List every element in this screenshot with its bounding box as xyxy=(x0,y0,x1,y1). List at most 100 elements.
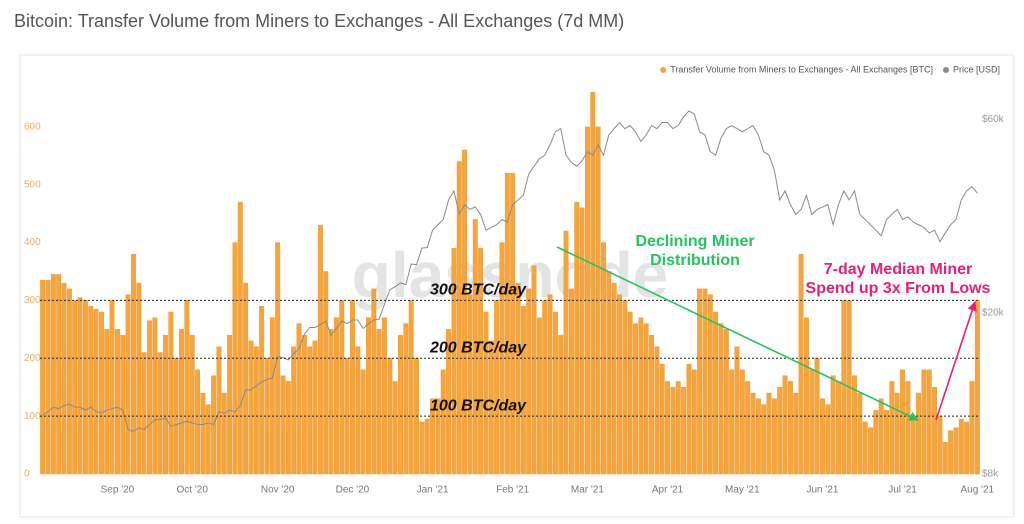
bar xyxy=(948,430,954,475)
bar xyxy=(793,392,799,475)
x-tick-label: Dec '20 xyxy=(336,485,370,496)
bar xyxy=(953,427,959,475)
bar xyxy=(836,381,841,475)
reference-label: 300 BTC/day xyxy=(430,282,527,299)
bar xyxy=(61,282,67,475)
bar xyxy=(643,323,649,475)
bar xyxy=(179,329,184,475)
x-tick-label: Jan '21 xyxy=(417,485,449,496)
bar xyxy=(942,441,948,475)
bar xyxy=(782,375,788,475)
bar xyxy=(905,381,911,475)
bar xyxy=(681,387,687,475)
bar xyxy=(376,329,382,475)
bar xyxy=(558,334,564,475)
y2-tick-label: $60k xyxy=(982,114,1005,125)
y-tick-label: 500 xyxy=(24,179,41,190)
x-tick-label: Aug '21 xyxy=(961,485,995,496)
bar xyxy=(472,219,478,475)
annotation: 7-day Median Miner xyxy=(824,261,972,278)
bar xyxy=(921,369,927,475)
bar xyxy=(568,288,574,475)
bar xyxy=(360,369,366,475)
bar xyxy=(606,271,612,475)
bar xyxy=(205,404,211,475)
bar xyxy=(350,300,355,475)
bar xyxy=(189,334,195,475)
bar xyxy=(382,317,387,475)
bar xyxy=(200,392,206,475)
bar xyxy=(649,334,654,475)
bar xyxy=(136,282,142,475)
bar xyxy=(333,317,339,475)
bar xyxy=(243,282,249,475)
bar xyxy=(771,398,777,475)
y-tick-label: 100 xyxy=(24,411,41,422)
price-line xyxy=(42,110,978,432)
bar xyxy=(910,415,916,475)
bar xyxy=(323,271,329,475)
bar xyxy=(82,300,88,475)
bar xyxy=(419,421,425,475)
bar xyxy=(392,381,398,475)
x-tick-label: Jul '21 xyxy=(888,485,917,496)
bar xyxy=(285,381,291,475)
x-tick-label: Apr '21 xyxy=(652,485,684,496)
bar xyxy=(718,323,724,475)
bar xyxy=(857,392,863,475)
bar xyxy=(440,369,446,475)
y-tick-label: 600 xyxy=(24,121,41,132)
bar xyxy=(622,300,628,475)
bar xyxy=(462,149,468,475)
bar xyxy=(707,294,713,475)
bar xyxy=(536,317,542,475)
bar xyxy=(526,288,532,475)
bar xyxy=(617,294,622,475)
bar xyxy=(248,340,254,475)
bar xyxy=(120,334,126,475)
bar xyxy=(237,201,243,475)
bar xyxy=(702,288,708,475)
bar xyxy=(787,381,793,475)
bar xyxy=(269,317,275,475)
reference-label: 200 BTC/day xyxy=(429,340,527,357)
y-tick-label: 300 xyxy=(24,295,41,306)
bar xyxy=(301,334,307,475)
bar xyxy=(830,375,836,475)
x-tick-label: Feb '21 xyxy=(496,485,529,496)
bar xyxy=(590,91,596,475)
bar xyxy=(547,294,553,475)
bar xyxy=(665,381,671,475)
bar xyxy=(72,300,78,475)
legend-label: Price [USD] xyxy=(953,64,1000,74)
bar xyxy=(168,311,174,475)
bar xyxy=(862,421,868,475)
bar xyxy=(456,161,462,475)
bar xyxy=(868,427,873,475)
bar xyxy=(686,363,692,475)
bar xyxy=(504,172,510,475)
bar xyxy=(510,172,516,475)
bar xyxy=(739,369,745,475)
bar xyxy=(841,300,847,475)
bar xyxy=(398,334,403,475)
y-tick-label: 0 xyxy=(24,469,30,480)
bar xyxy=(969,381,975,475)
bar xyxy=(216,346,222,475)
y-tick-label: 200 xyxy=(24,353,41,364)
bar xyxy=(579,207,585,475)
bar xyxy=(66,288,72,475)
bar xyxy=(691,369,697,475)
bar xyxy=(932,387,938,475)
bar xyxy=(227,334,233,475)
bar xyxy=(114,329,120,475)
bar xyxy=(98,311,104,475)
bar xyxy=(697,288,703,475)
bar xyxy=(131,253,136,475)
bar xyxy=(552,311,558,475)
bar xyxy=(873,410,879,475)
bar xyxy=(104,329,110,475)
bar xyxy=(125,294,131,475)
bar xyxy=(451,248,457,475)
